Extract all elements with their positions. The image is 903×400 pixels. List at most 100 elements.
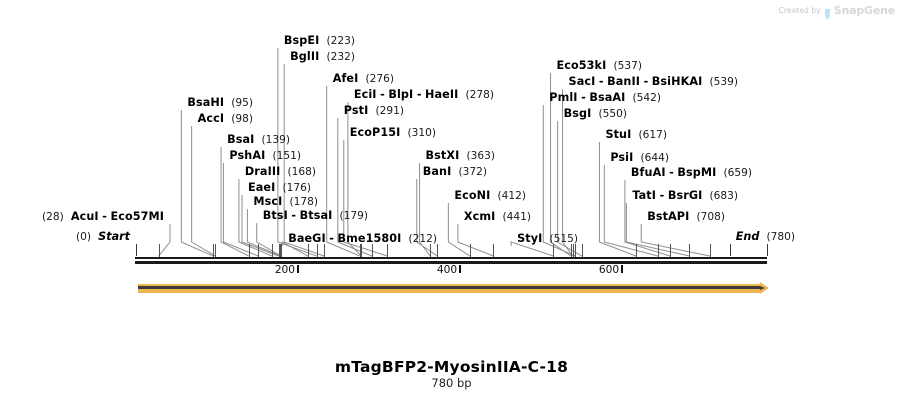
- enzyme-position: (212): [408, 233, 438, 245]
- enzyme-label[interactable]: PstI (291): [343, 104, 404, 118]
- enzyme-name: PmlI: [549, 91, 578, 104]
- enzyme-label[interactable]: StuI (617): [605, 128, 667, 142]
- restriction-site-tick[interactable]: [281, 244, 283, 257]
- enzyme-label[interactable]: BsaI (139): [227, 134, 291, 147]
- enzyme-name: EcoP15I: [349, 126, 401, 139]
- enzyme-label[interactable]: TatI - BsrGI (683): [632, 189, 738, 203]
- restriction-site-tick[interactable]: [359, 244, 361, 257]
- restriction-site-tick[interactable]: [575, 244, 577, 257]
- enzyme-label[interactable]: BtsI - BtsaI (179): [262, 209, 369, 223]
- restriction-site-tick[interactable]: [572, 244, 574, 257]
- restriction-site-tick[interactable]: [278, 244, 280, 257]
- enzyme-label[interactable]: BstAPI (708): [647, 211, 725, 224]
- enzyme-name: BsaAI: [589, 91, 626, 104]
- enzyme-position: (151): [272, 150, 302, 162]
- restriction-site-tick[interactable]: [307, 244, 309, 257]
- enzyme-label[interactable]: PsiI (644): [610, 152, 669, 165]
- ruler-label: 200: [274, 264, 296, 276]
- orf-arrow-shaft: [138, 284, 760, 293]
- sequence-backbone: [135, 257, 767, 264]
- enzyme-name: StuI: [605, 128, 632, 141]
- restriction-site-tick[interactable]: [430, 244, 432, 257]
- enzyme-label[interactable]: Eco53kI (537): [557, 60, 642, 73]
- enzyme-name: Eco57MI: [110, 210, 164, 223]
- restriction-site-tick[interactable]: [371, 244, 373, 257]
- enzyme-label[interactable]: BspEI (223): [284, 35, 355, 48]
- restriction-site-tick[interactable]: [635, 244, 637, 257]
- restriction-site-tick[interactable]: [553, 244, 555, 257]
- sequence-length: 780 bp: [431, 376, 472, 390]
- enzyme-label[interactable]: PmlI - BsaAI (542): [549, 91, 661, 105]
- enzyme-position: (278): [465, 89, 495, 101]
- enzyme-label[interactable]: PshAI (151): [229, 150, 302, 163]
- enzyme-label[interactable]: EcoP15I (310): [349, 126, 436, 140]
- enzyme-label[interactable]: EciI - BlpI - HaeII (278): [353, 88, 495, 102]
- enzyme-position: (441): [502, 211, 532, 223]
- restriction-site-tick[interactable]: [248, 244, 250, 257]
- restriction-site-tick[interactable]: [469, 244, 471, 257]
- restriction-site-tick[interactable]: [581, 244, 583, 257]
- enzyme-label[interactable]: DraIII (168): [245, 166, 316, 179]
- restriction-site-tick[interactable]: [387, 244, 389, 257]
- restriction-site-tick[interactable]: [361, 244, 363, 257]
- enzyme-label[interactable]: BaeGI - Bme1580I (212): [288, 232, 438, 246]
- restriction-site-tick[interactable]: [280, 244, 282, 257]
- enzyme-label[interactable]: BanI (372): [423, 166, 487, 179]
- restriction-site-tick[interactable]: [657, 244, 659, 257]
- restriction-site-tick[interactable]: [158, 244, 160, 257]
- enzyme-label[interactable]: MscI (178): [253, 196, 318, 209]
- restriction-site-tick[interactable]: [437, 244, 439, 257]
- restriction-site-tick[interactable]: [272, 244, 274, 257]
- enzyme-label[interactable]: XcmI (441): [464, 211, 532, 224]
- enzyme-position: (232): [326, 51, 356, 63]
- restriction-site-tick[interactable]: [323, 244, 325, 257]
- enzyme-label[interactable]: SacI - BanII - BsiHKAI (539): [568, 75, 738, 89]
- enzyme-position: (139): [261, 134, 291, 146]
- enzyme-label[interactable]: BfuAI - BspMI (659): [630, 166, 752, 180]
- enzyme-label[interactable]: BsaHI (95): [187, 96, 253, 110]
- enzyme-name: EcoNI: [454, 189, 491, 202]
- page-title: mTagBFP2-MyosinIIA-C-18: [334, 358, 569, 376]
- restriction-site-tick[interactable]: [571, 244, 573, 257]
- restriction-site-tick[interactable]: [689, 244, 691, 257]
- enzyme-name: BlpI: [388, 88, 414, 101]
- enzyme-label[interactable]: BstXI (363): [426, 150, 495, 163]
- enzyme-label[interactable]: BsgI (550): [564, 108, 627, 121]
- leader-line: [136, 244, 137, 256]
- enzyme-name: BsaHI: [187, 96, 225, 109]
- restriction-site-tick[interactable]: [212, 244, 214, 257]
- enzyme-label[interactable]: AccI (98): [198, 113, 253, 126]
- orf-arrow[interactable]: [138, 282, 769, 294]
- enzyme-label[interactable]: BglII (232): [290, 51, 356, 64]
- enzyme-label[interactable]: StyI (515): [517, 233, 578, 246]
- terminal-position: (0): [76, 231, 92, 243]
- enzyme-label[interactable]: EcoNI (412): [454, 189, 526, 203]
- enzyme-label[interactable]: EaeI (176): [248, 182, 311, 195]
- restriction-site-tick[interactable]: [493, 244, 495, 257]
- restriction-site-tick[interactable]: [669, 244, 671, 257]
- restriction-site-tick[interactable]: [316, 244, 318, 257]
- enzyme-name: BanII: [607, 75, 641, 88]
- enzyme-position: (179): [339, 210, 369, 222]
- enzyme-label[interactable]: AfeI (276): [333, 73, 394, 86]
- restriction-site-tick[interactable]: [709, 244, 711, 257]
- snapgene-watermark: Created by SnapGene: [779, 4, 895, 20]
- enzyme-label[interactable]: (28) AcuI - Eco57MI: [41, 210, 164, 224]
- restriction-site-tick[interactable]: [258, 244, 260, 257]
- restriction-site-tick[interactable]: [215, 244, 217, 257]
- enzyme-name: PstI: [343, 104, 369, 117]
